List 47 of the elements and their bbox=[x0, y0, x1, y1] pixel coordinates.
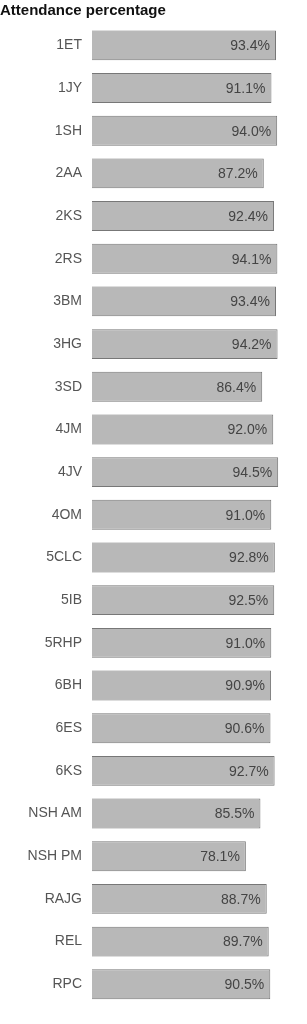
data-label: 93.4% bbox=[230, 37, 270, 54]
data-label: 94.0% bbox=[231, 122, 272, 139]
y-tick-label: 5IB bbox=[60, 591, 82, 608]
y-tick-label: RPC bbox=[52, 975, 82, 992]
data-label: 92.8% bbox=[229, 549, 269, 566]
data-label: 91.0% bbox=[225, 634, 266, 651]
y-tick-label: 4JM bbox=[55, 420, 82, 437]
data-label: 78.1% bbox=[200, 848, 240, 865]
y-tick-label: 3HG bbox=[53, 334, 82, 351]
y-tick-label: 2RS bbox=[54, 249, 82, 266]
data-label: 92.7% bbox=[228, 762, 269, 779]
y-tick-label: 6ES bbox=[55, 719, 82, 736]
y-tick-label: 2KS bbox=[55, 206, 82, 223]
y-tick-label: 1JY bbox=[57, 78, 83, 95]
y-tick-label: 5CLC bbox=[46, 548, 82, 565]
y-tick-label: NSH AM bbox=[28, 804, 82, 821]
data-label: 88.7% bbox=[221, 890, 261, 907]
y-tick-label: 6KS bbox=[55, 761, 82, 778]
data-label: 92.4% bbox=[228, 207, 269, 224]
y-tick-label: 4JV bbox=[57, 462, 83, 479]
data-label: 92.0% bbox=[227, 421, 268, 438]
data-label: 91.1% bbox=[225, 79, 266, 96]
y-tick-label: 5RHP bbox=[44, 633, 82, 650]
data-label: 86.4% bbox=[216, 378, 257, 395]
data-label: 91.0% bbox=[225, 506, 266, 523]
y-tick-label: RAJG bbox=[44, 889, 82, 906]
y-tick-label: REL bbox=[54, 932, 83, 949]
y-tick-label: NSH PM bbox=[27, 847, 82, 864]
data-label: 93.4% bbox=[230, 293, 270, 310]
data-label: 94.1% bbox=[231, 250, 272, 267]
y-tick-label: 2AA bbox=[55, 164, 83, 181]
y-tick-label: 3SD bbox=[54, 377, 82, 394]
y-tick-label: 1SH bbox=[54, 121, 82, 138]
data-label: 94.5% bbox=[232, 463, 273, 480]
y-tick-label: 3BM bbox=[53, 292, 82, 309]
y-tick-label: 4OM bbox=[51, 505, 82, 522]
data-label: 92.5% bbox=[228, 592, 269, 609]
y-tick-label: 6BH bbox=[54, 676, 82, 693]
data-label: 90.6% bbox=[224, 720, 265, 737]
data-label: 85.5% bbox=[214, 805, 255, 822]
chart-title: Attendance percentage bbox=[0, 1, 166, 19]
data-label: 90.9% bbox=[225, 677, 266, 694]
data-label: 89.7% bbox=[223, 933, 263, 950]
y-tick-label: 1ET bbox=[56, 36, 83, 53]
data-label: 94.2% bbox=[231, 335, 272, 352]
data-label: 90.5% bbox=[224, 976, 265, 993]
data-label: 87.2% bbox=[218, 165, 258, 182]
